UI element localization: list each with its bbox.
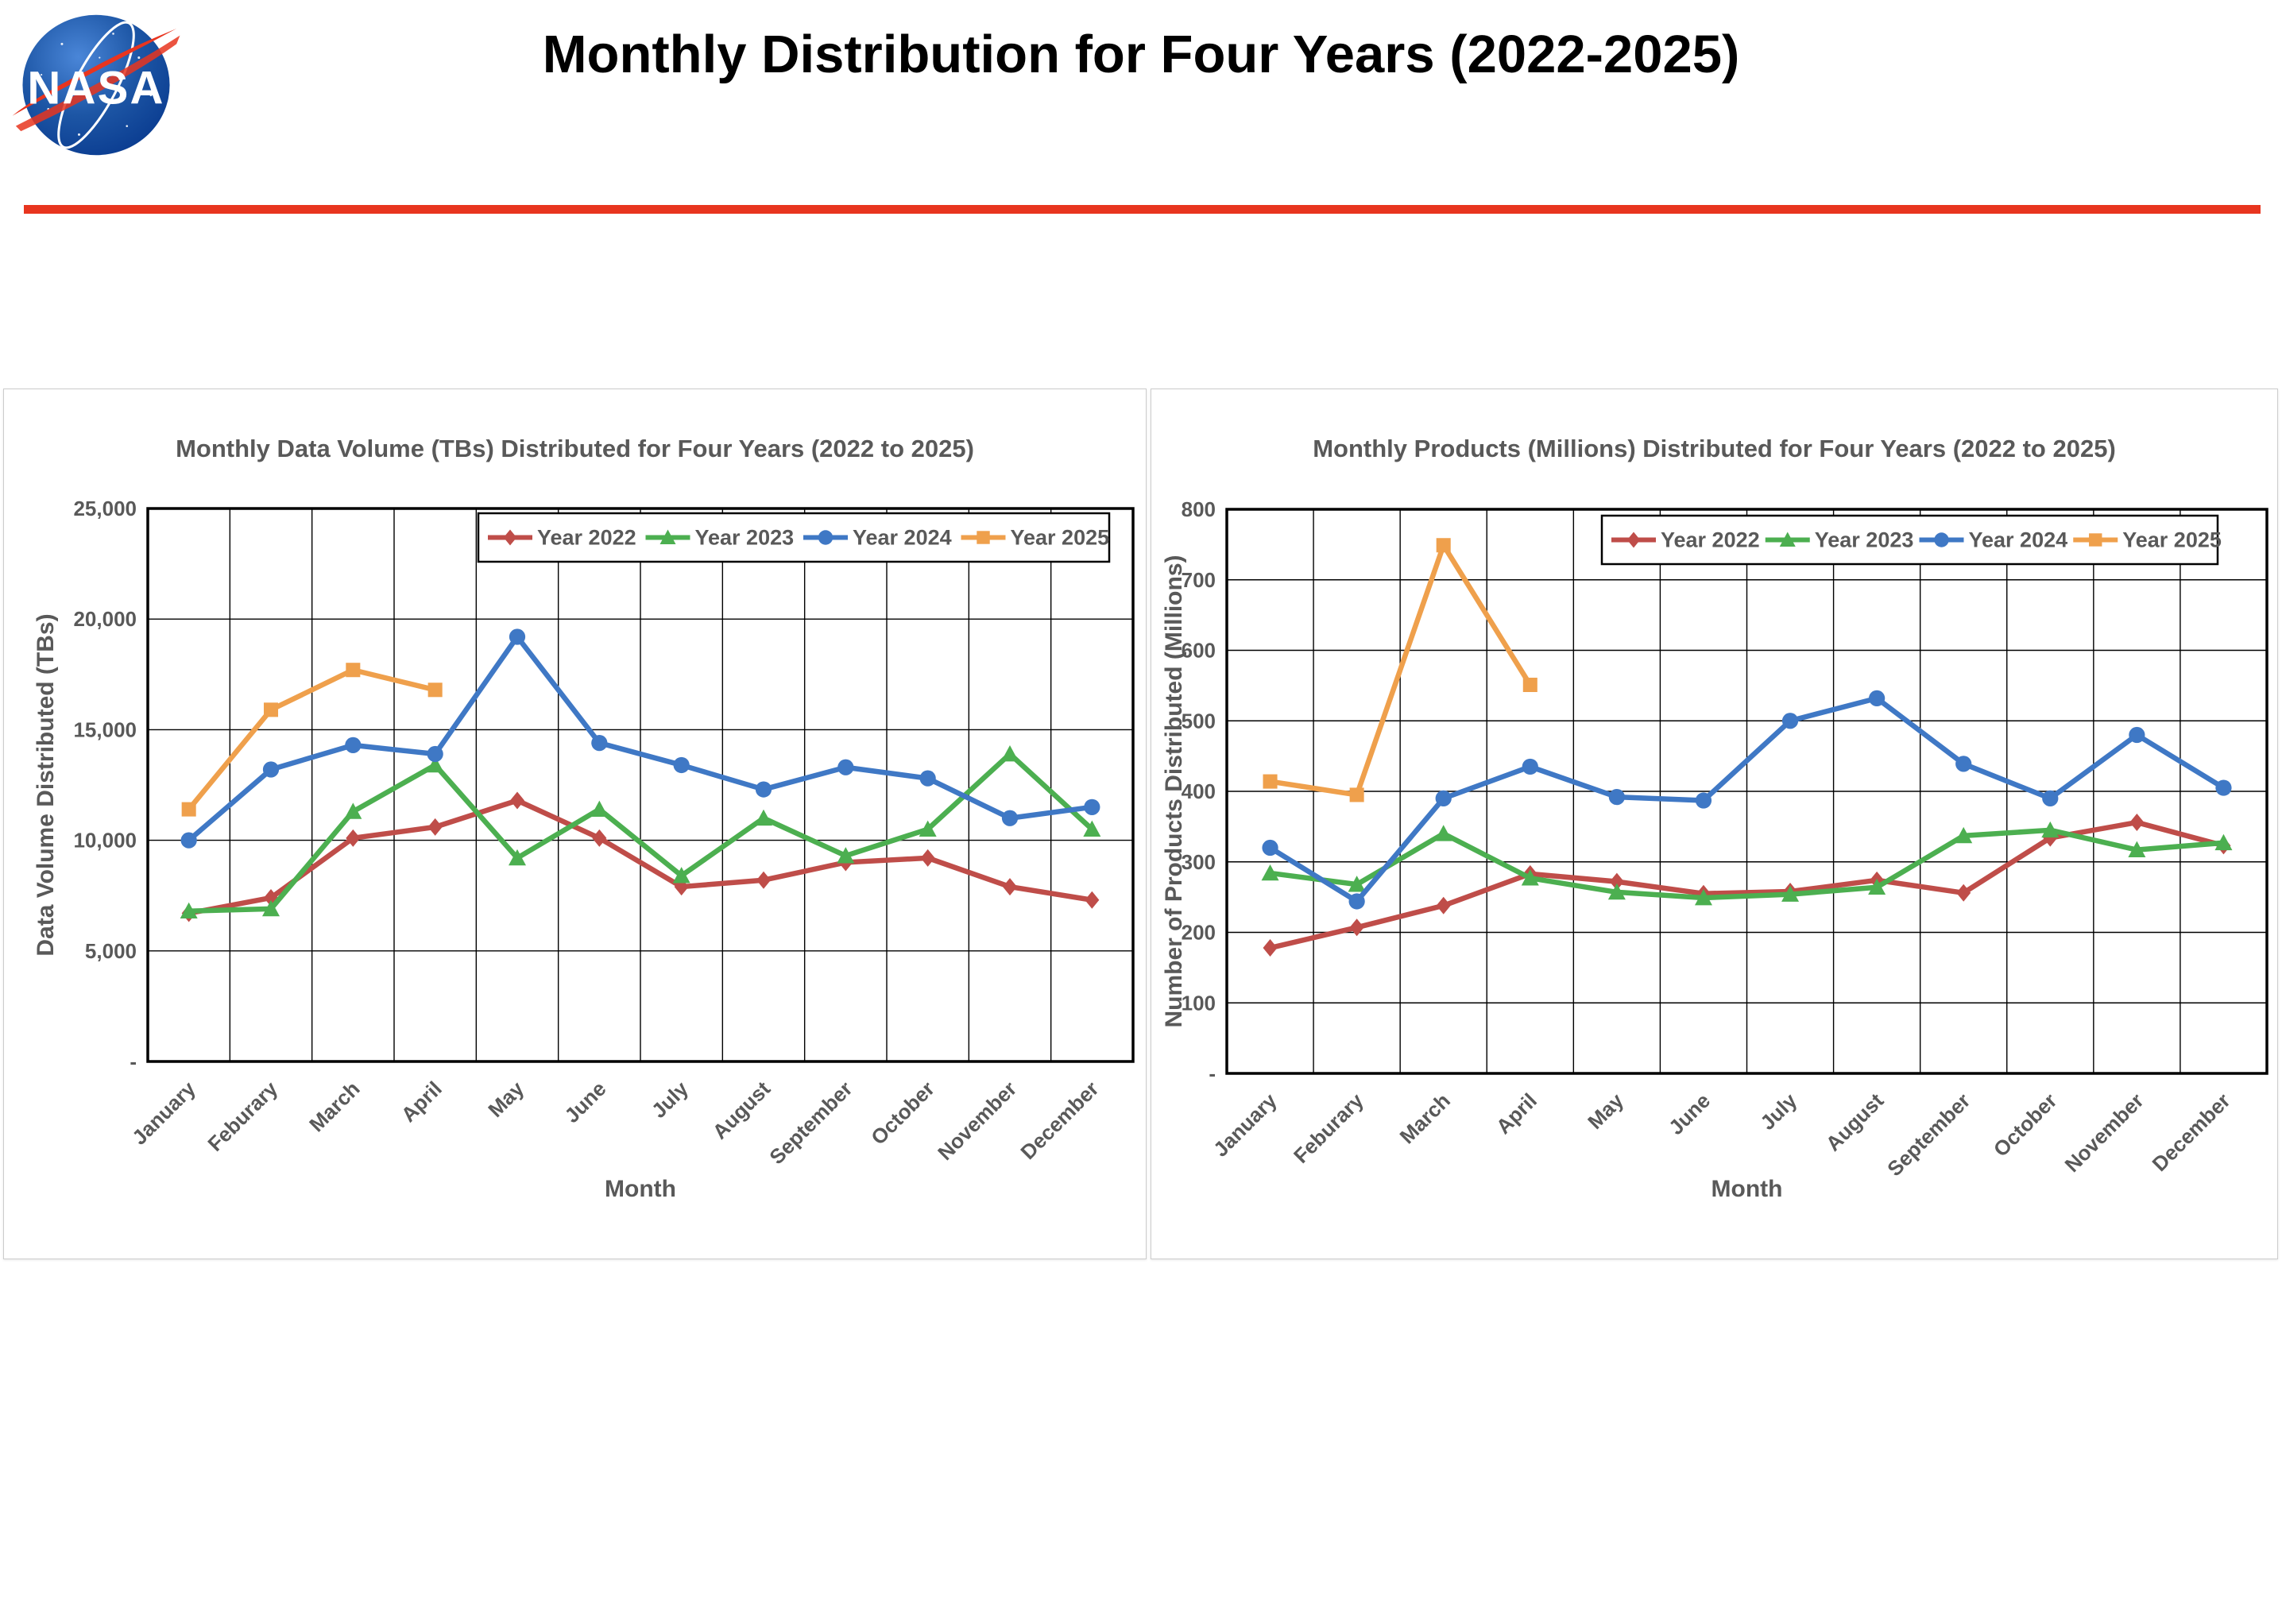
svg-text:December: December	[1015, 1077, 1103, 1164]
legend: Year 2022 Year 2023 Year 2024 Year 2025	[477, 512, 1111, 563]
svg-text:5,000: 5,000	[85, 939, 137, 963]
series-year-2023	[1261, 821, 2233, 906]
data-volume-chart-title: Monthly Data Volume (TBs) Distributed fo…	[176, 435, 974, 462]
plot-border	[146, 507, 1135, 1063]
svg-text:10,000: 10,000	[73, 829, 137, 853]
slide-header: NASA Monthly Distribution for Four Years…	[0, 0, 2282, 222]
y-axis-title: Number of Products Distributed (Millions…	[1161, 555, 1187, 1027]
series-year-2025	[181, 663, 443, 817]
svg-text:January: January	[127, 1077, 200, 1150]
svg-text:Year 2025: Year 2025	[1011, 526, 1110, 550]
svg-text:September: September	[1882, 1088, 1975, 1181]
data-volume-chart-panel: Monthly Data Volume (TBs) Distributed fo…	[3, 389, 1147, 1259]
svg-text:January: January	[1209, 1088, 1282, 1162]
svg-text:100: 100	[1182, 991, 1216, 1015]
y-axis-title: Data Volume Distributed (TBs)	[33, 613, 59, 956]
svg-text:April: April	[1491, 1088, 1541, 1139]
series-year-2025	[1263, 538, 1537, 802]
nasa-logo-icon: NASA	[12, 14, 180, 156]
svg-text:Year 2023: Year 2023	[695, 526, 795, 550]
svg-text:200: 200	[1182, 921, 1216, 945]
svg-text:July: July	[1755, 1088, 1801, 1135]
data-volume-chart: 25,000 20,000 15,000 10,000 5,000 - January Feb…	[33, 497, 1135, 1202]
series-year-2024	[1262, 690, 2232, 910]
series-year-2023	[180, 745, 1101, 919]
page-title: Monthly Distribution for Four Years (202…	[542, 25, 1740, 84]
svg-text:15,000: 15,000	[73, 717, 137, 741]
svg-text:October: October	[1989, 1088, 2062, 1162]
svg-text:April: April	[396, 1077, 447, 1127]
svg-text:November: November	[933, 1077, 1021, 1165]
svg-text:December: December	[2148, 1088, 2235, 1176]
svg-text:400: 400	[1182, 779, 1216, 803]
svg-text:800: 800	[1182, 497, 1216, 521]
x-axis-tick-labels: January Feburary March April May June July Augu…	[127, 1077, 1103, 1170]
svg-text:June: June	[559, 1077, 610, 1127]
svg-text:March: March	[304, 1077, 364, 1136]
svg-text:-: -	[1209, 1061, 1216, 1085]
svg-text:Year 2023: Year 2023	[1815, 528, 1914, 552]
svg-text:-: -	[130, 1050, 137, 1073]
svg-text:June: June	[1664, 1088, 1715, 1139]
products-chart: 800 700 600 500 400 300 200 100 - January Feburary…	[1161, 497, 2268, 1202]
svg-text:May: May	[483, 1077, 528, 1122]
svg-text:Year 2025: Year 2025	[2122, 528, 2222, 552]
svg-text:Year 2022: Year 2022	[537, 526, 636, 550]
svg-text:October: October	[866, 1077, 939, 1150]
svg-text:September: September	[764, 1077, 857, 1169]
y-axis-tick-labels: 800 700 600 500 400 300 200 100 -	[1182, 497, 1216, 1085]
series-year-2024	[180, 628, 1100, 849]
x-axis-title: Month	[1712, 1176, 1783, 1202]
plot-border	[1225, 508, 2268, 1075]
svg-text:25,000: 25,000	[73, 497, 137, 520]
svg-text:May: May	[1583, 1088, 1628, 1134]
y-axis-tick-labels: 25,000 20,000 15,000 10,000 5,000 -	[73, 497, 137, 1073]
legend: Year 2022 Year 2023 Year 2024 Year 2025	[1600, 514, 2222, 566]
x-axis-title: Month	[605, 1176, 676, 1202]
x-axis-tick-labels: January Feburary March April May June July Augu…	[1209, 1088, 2235, 1181]
svg-text:20,000: 20,000	[73, 607, 137, 631]
svg-text:NASA: NASA	[27, 63, 164, 114]
svg-text:500: 500	[1182, 709, 1216, 733]
red-divider-line	[24, 205, 2261, 214]
svg-text:August: August	[1821, 1088, 1889, 1156]
products-chart-panel: Monthly Products (Millions) Distributed …	[1151, 389, 2278, 1259]
svg-text:300: 300	[1182, 850, 1216, 874]
svg-text:600: 600	[1182, 639, 1216, 663]
svg-text:700: 700	[1182, 568, 1216, 592]
products-chart-title: Monthly Products (Millions) Distributed …	[1313, 435, 2116, 462]
gridlines	[1226, 508, 2268, 1074]
svg-text:August: August	[708, 1077, 775, 1144]
svg-text:Year 2024: Year 2024	[1969, 528, 2068, 552]
svg-text:Year 2024: Year 2024	[853, 526, 952, 550]
svg-text:Year 2022: Year 2022	[1661, 528, 1760, 552]
svg-text:November: November	[2060, 1088, 2148, 1177]
gridlines	[147, 508, 1134, 1062]
svg-text:Feburary: Feburary	[1289, 1088, 1368, 1168]
svg-text:March: March	[1395, 1088, 1455, 1148]
svg-text:July: July	[647, 1077, 693, 1123]
svg-text:Feburary: Feburary	[203, 1077, 282, 1156]
